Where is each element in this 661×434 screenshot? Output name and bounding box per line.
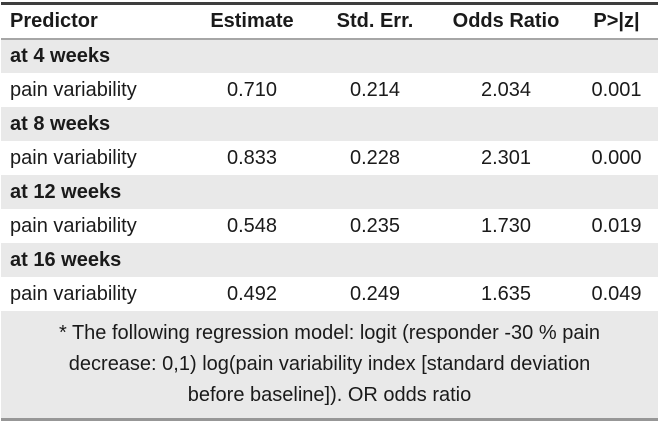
group-row-at-12-weeks: at 12 weeks xyxy=(1,175,658,209)
cell-estimate: 0.548 xyxy=(191,209,313,243)
column-header-estimate: Estimate xyxy=(191,5,313,40)
cell-p-value: 0.000 xyxy=(575,141,658,175)
column-header-predictor: Predictor xyxy=(1,5,191,40)
cell-std-err: 0.235 xyxy=(313,209,437,243)
column-header-p-value: P>|z| xyxy=(575,5,658,40)
cell-odds-ratio: 2.034 xyxy=(437,73,575,107)
regression-results-table: Predictor Estimate Std. Err. Odds Ratio … xyxy=(1,5,658,311)
cell-p-value: 0.001 xyxy=(575,73,658,107)
data-row-4-weeks: pain variability 0.710 0.214 2.034 0.001 xyxy=(1,73,658,107)
cell-odds-ratio: 2.301 xyxy=(437,141,575,175)
header-row: Predictor Estimate Std. Err. Odds Ratio … xyxy=(1,5,658,40)
cell-std-err: 0.249 xyxy=(313,277,437,311)
cell-predictor: pain variability xyxy=(1,141,191,175)
regression-table-container: Predictor Estimate Std. Err. Odds Ratio … xyxy=(1,2,658,421)
cell-odds-ratio: 1.635 xyxy=(437,277,575,311)
cell-estimate: 0.492 xyxy=(191,277,313,311)
cell-predictor: pain variability xyxy=(1,73,191,107)
column-header-std-err: Std. Err. xyxy=(313,5,437,40)
cell-odds-ratio: 1.730 xyxy=(437,209,575,243)
data-row-16-weeks: pain variability 0.492 0.249 1.635 0.049 xyxy=(1,277,658,311)
footnote-line-2: decrease: 0,1) log(pain variability inde… xyxy=(68,353,591,375)
cell-p-value: 0.049 xyxy=(575,277,658,311)
data-row-8-weeks: pain variability 0.833 0.228 2.301 0.000 xyxy=(1,141,658,175)
table-header: Predictor Estimate Std. Err. Odds Ratio … xyxy=(1,5,658,40)
column-header-odds-ratio: Odds Ratio xyxy=(437,5,575,40)
table-body: at 4 weeks pain variability 0.710 0.214 … xyxy=(1,39,658,311)
cell-estimate: 0.833 xyxy=(191,141,313,175)
cell-predictor: pain variability xyxy=(1,277,191,311)
group-row-at-8-weeks: at 8 weeks xyxy=(1,107,658,141)
footnote-line-1: * The following regression model: logit … xyxy=(58,322,601,344)
cell-std-err: 0.214 xyxy=(313,73,437,107)
data-row-12-weeks: pain variability 0.548 0.235 1.730 0.019 xyxy=(1,209,658,243)
group-label: at 16 weeks xyxy=(1,243,658,277)
group-row-at-4-weeks: at 4 weeks xyxy=(1,39,658,73)
cell-p-value: 0.019 xyxy=(575,209,658,243)
table-footnote: * The following regression model: logit … xyxy=(1,311,658,418)
group-label: at 4 weeks xyxy=(1,39,658,73)
group-label: at 12 weeks xyxy=(1,175,658,209)
group-label: at 8 weeks xyxy=(1,107,658,141)
cell-predictor: pain variability xyxy=(1,209,191,243)
footnote-line-3: before baseline]). OR odds ratio xyxy=(187,384,472,406)
group-row-at-16-weeks: at 16 weeks xyxy=(1,243,658,277)
cell-std-err: 0.228 xyxy=(313,141,437,175)
cell-estimate: 0.710 xyxy=(191,73,313,107)
